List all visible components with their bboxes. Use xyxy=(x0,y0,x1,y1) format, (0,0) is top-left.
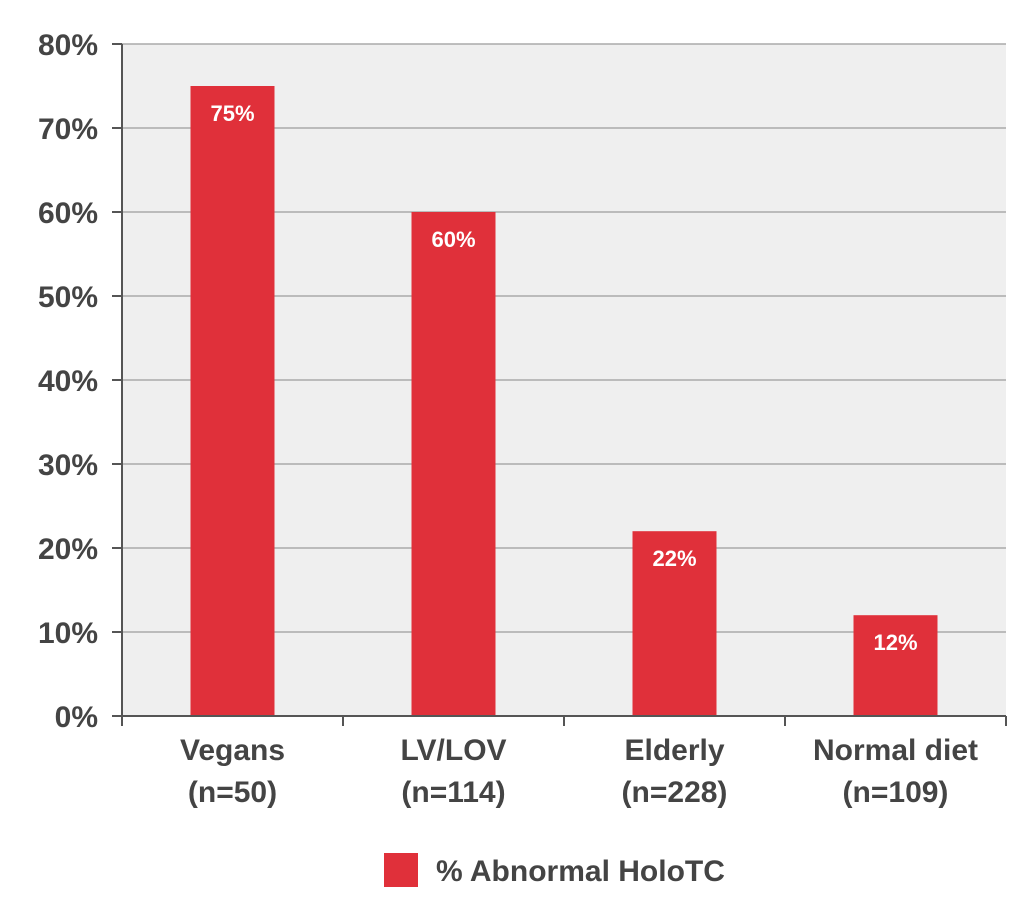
x-category-sublabel: (n=228) xyxy=(622,776,728,809)
bar xyxy=(190,86,275,716)
legend-swatch xyxy=(384,853,418,887)
x-axis-category-labels: Vegans (n=50) LV/LOV (n=114) Elderly (n=228) N… xyxy=(180,734,978,809)
y-tick-label: 40% xyxy=(38,365,98,398)
y-tick-label: 10% xyxy=(38,617,98,650)
data-label: 60% xyxy=(431,227,475,252)
x-category-sublabel: (n=50) xyxy=(188,776,277,809)
data-label: 12% xyxy=(873,630,917,655)
data-label: 22% xyxy=(652,546,696,571)
y-tick-label: 50% xyxy=(38,281,98,314)
axes xyxy=(112,43,1007,726)
legend: % Abnormal HoloTC xyxy=(384,853,725,888)
bar xyxy=(411,212,496,716)
y-tick-label: 30% xyxy=(38,449,98,482)
x-category-sublabel: (n=114) xyxy=(401,776,505,809)
bar xyxy=(853,615,938,716)
x-category-label: Normal diet xyxy=(813,734,978,767)
x-category-sublabel: (n=109) xyxy=(843,776,949,809)
y-tick-label: 70% xyxy=(38,113,98,146)
y-tick-label: 60% xyxy=(38,197,98,230)
y-tick-label: 20% xyxy=(38,533,98,566)
y-tick-label: 80% xyxy=(38,29,98,62)
y-axis-tick-labels: 0% 10% 20% 30% 40% 50% 60% 70% 80% xyxy=(38,29,98,734)
x-category-label: LV/LOV xyxy=(400,734,506,767)
x-category-label: Vegans xyxy=(180,734,285,767)
data-labels: 75% 60% 22% 12% xyxy=(210,101,917,655)
y-tick-label: 0% xyxy=(55,701,98,734)
bars xyxy=(190,86,938,716)
data-label: 75% xyxy=(210,101,254,126)
x-category-label: Elderly xyxy=(624,734,724,767)
legend-label: % Abnormal HoloTC xyxy=(436,855,725,888)
bar xyxy=(632,531,717,716)
